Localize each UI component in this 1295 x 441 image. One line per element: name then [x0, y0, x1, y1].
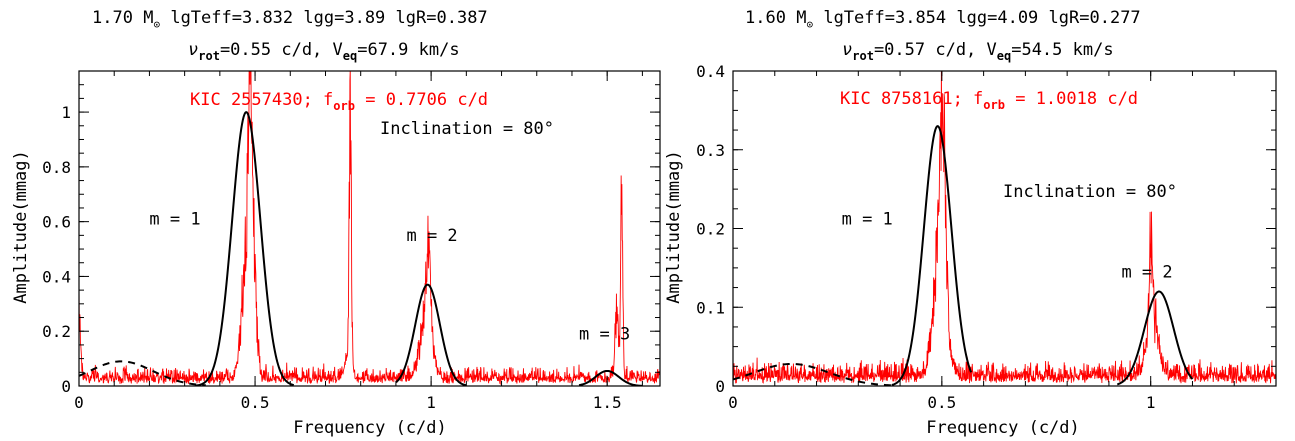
x-axis-label: Frequency (c/d) [293, 418, 447, 438]
star-forb-sub: orb [333, 99, 355, 113]
mode-label: m = 1 [149, 209, 200, 229]
solar-symbol: ⊙ [806, 18, 813, 31]
lgg-value: lgg=4.09 [956, 8, 1038, 28]
y-tick-label: 0.3 [696, 141, 725, 160]
y-axis-label: Amplitude(mmag) [664, 150, 684, 304]
y-tick-label: 1 [61, 103, 71, 122]
x-tick-label: 0 [728, 393, 738, 412]
solar-symbol: ⊙ [153, 18, 160, 31]
y-tick-label: 0.4 [696, 62, 725, 81]
panel-left-header-line2: νrot=0.55 c/d, Veq=67.9 km/s [188, 40, 460, 63]
x-tick-label: 0.5 [241, 393, 270, 412]
y-tick-label: 0.4 [42, 267, 71, 286]
mode-label: m = 1 [842, 210, 893, 230]
observed-spectrum-line [733, 71, 1276, 384]
model-curve-m-1 [891, 125, 973, 386]
model-curve-m-0 [733, 362, 892, 386]
x-tick-label: 1 [426, 393, 436, 412]
nu-subscript: rot [852, 49, 874, 63]
veq-value: =54.5 km/s [1011, 40, 1113, 60]
nu-symbol: ν [842, 40, 852, 60]
veq-subscript: eq [997, 49, 1011, 63]
x-tick-label: 1.5 [593, 393, 622, 412]
lgteff-value: lgTeff=3.854 [823, 8, 946, 28]
panel-left-header-line1: 1.70 M⊙ lgTeff=3.832 lgg=3.89 lgR=0.387 [92, 8, 488, 31]
star-kic: KIC 2557430; f [190, 90, 333, 110]
star-forb-sub: orb [983, 98, 1005, 112]
observed-spectrum-line [79, 71, 660, 385]
x-tick-label: 0 [74, 393, 84, 412]
inclination-label: Inclination = 80° [380, 119, 554, 139]
plot-area: 0 0.5 1 1.5 0 0.2 0.4 0.6 0.8 1 m = 1 m = 2 m = 3 [42, 70, 661, 412]
veq-value: =67.9 km/s [357, 40, 459, 60]
y-tick-label: 0.1 [696, 298, 725, 317]
panel-left: 1.70 M⊙ lgTeff=3.832 lgg=3.89 lgR=0.387 … [11, 8, 661, 438]
nu-value: =0.57 c/d, V [874, 40, 997, 60]
inclination-label: Inclination = 80° [1003, 182, 1177, 202]
plot-area: 0 0.5 1 0 0.1 0.2 0.3 0.4 m = 1 m = 2 [696, 62, 1277, 412]
star-label: KIC 8758161; forb = 1.0018 c/d [840, 89, 1138, 112]
lgr-value: lgR=0.387 [396, 8, 488, 28]
mode-label: m = 2 [406, 226, 457, 246]
panel-right-header-line2: νrot=0.57 c/d, Veq=54.5 km/s [842, 40, 1114, 63]
model-curve-m-1 [195, 110, 295, 386]
lgg-value: lgg=3.89 [303, 8, 385, 28]
panel-right-header-line1: 1.60 M⊙ lgTeff=3.854 lgg=4.09 lgR=0.277 [745, 8, 1141, 31]
y-tick-label: 0 [715, 377, 725, 396]
star-kic: KIC 8758161; f [840, 89, 983, 109]
plot-frame [78, 70, 661, 387]
star-forb-val: = 0.7706 c/d [355, 90, 488, 110]
mass-value: 1.70 [92, 8, 133, 28]
y-tick-label: 0.6 [42, 213, 71, 232]
lgteff-value: lgTeff=3.832 [170, 8, 293, 28]
veq-subscript: eq [343, 49, 357, 63]
nu-subscript: rot [198, 49, 220, 63]
mass-unit: M [143, 8, 153, 28]
star-forb-val: = 1.0018 c/d [1005, 89, 1138, 109]
lgr-value: lgR=0.277 [1049, 8, 1141, 28]
plot-frame [732, 70, 1277, 387]
model-curve-m-0 [79, 360, 206, 386]
nu-symbol: ν [188, 40, 198, 60]
panel-right: 1.60 M⊙ lgTeff=3.854 lgg=4.09 lgR=0.277 … [664, 8, 1277, 438]
y-axis-label: Amplitude(mmag) [11, 150, 31, 304]
nu-value: =0.55 c/d, V [220, 40, 343, 60]
model-curve-m-2 [1116, 290, 1194, 386]
model-curve-m-2 [395, 283, 467, 386]
star-label: KIC 2557430; forb = 0.7706 c/d [190, 90, 488, 113]
x-tick-label: 0.5 [927, 393, 956, 412]
mass-unit: M [796, 8, 806, 28]
y-tick-label: 0 [61, 377, 71, 396]
mode-label: m = 3 [579, 324, 630, 344]
y-tick-label: 0.2 [696, 220, 725, 239]
mode-label: m = 2 [1121, 262, 1172, 282]
x-tick-label: 1 [1146, 393, 1156, 412]
model-curve-m-3 [578, 369, 643, 386]
mass-value: 1.60 [745, 8, 786, 28]
y-tick-label: 0.8 [42, 158, 71, 177]
x-axis-label: Frequency (c/d) [926, 418, 1080, 438]
y-tick-label: 0.2 [42, 322, 71, 341]
